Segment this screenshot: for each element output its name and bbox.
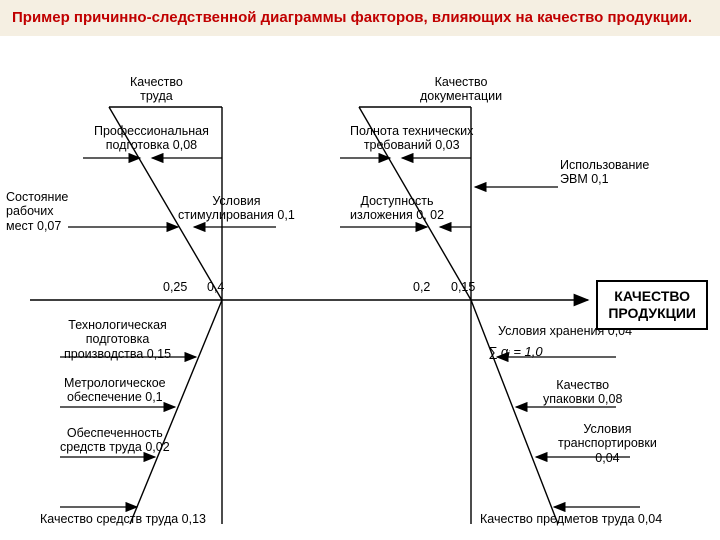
bl-cause-1: Технологическаяподготовкапроизводства 0,… xyxy=(64,318,171,361)
tl-cause-3: Условиястимулирования 0,1 xyxy=(178,194,295,223)
br-cause-4: Качество предметов труда 0,04 xyxy=(480,512,662,526)
tl-head: Качествотруда xyxy=(130,75,183,104)
bl-cause-3: Обеспеченностьсредств труда 0,02 xyxy=(60,426,170,455)
bl-cause-4: Качество средств труда 0,13 xyxy=(40,512,206,526)
tl-cause-1: Профессиональнаяподготовка 0,08 xyxy=(94,124,209,153)
title-banner: Пример причинно-следственной диаграммы ф… xyxy=(0,0,720,36)
tr-cause-3: Доступностьизложения 0, 02 xyxy=(350,194,444,223)
weight-4: 0,15 xyxy=(451,280,475,294)
br-cause-3: Условиятранспортировки0,04 xyxy=(558,422,657,465)
tr-cause-2: ИспользованиеЭВМ 0,1 xyxy=(560,158,649,187)
tl-cause-2: Состояниерабочихмест 0,07 xyxy=(6,190,68,233)
diagram-stage: 0,25 0,4 0,2 0,15 Качествотруда Професси… xyxy=(0,62,720,540)
tr-cause-1: Полнота техническихтребований 0,03 xyxy=(350,124,473,153)
tr-head: Качестводокументации xyxy=(420,75,502,104)
sum-formula: ∑ qᵢ = 1,0 xyxy=(488,344,543,359)
weight-3: 0,2 xyxy=(413,280,430,294)
outcome-box: КАЧЕСТВОПРОДУКЦИИ xyxy=(596,280,708,330)
weight-2: 0,4 xyxy=(207,280,224,294)
br-cause-2: Качествоупаковки 0,08 xyxy=(543,378,622,407)
bl-cause-2: Метрологическоеобеспечение 0,1 xyxy=(64,376,166,405)
weight-1: 0,25 xyxy=(163,280,187,294)
